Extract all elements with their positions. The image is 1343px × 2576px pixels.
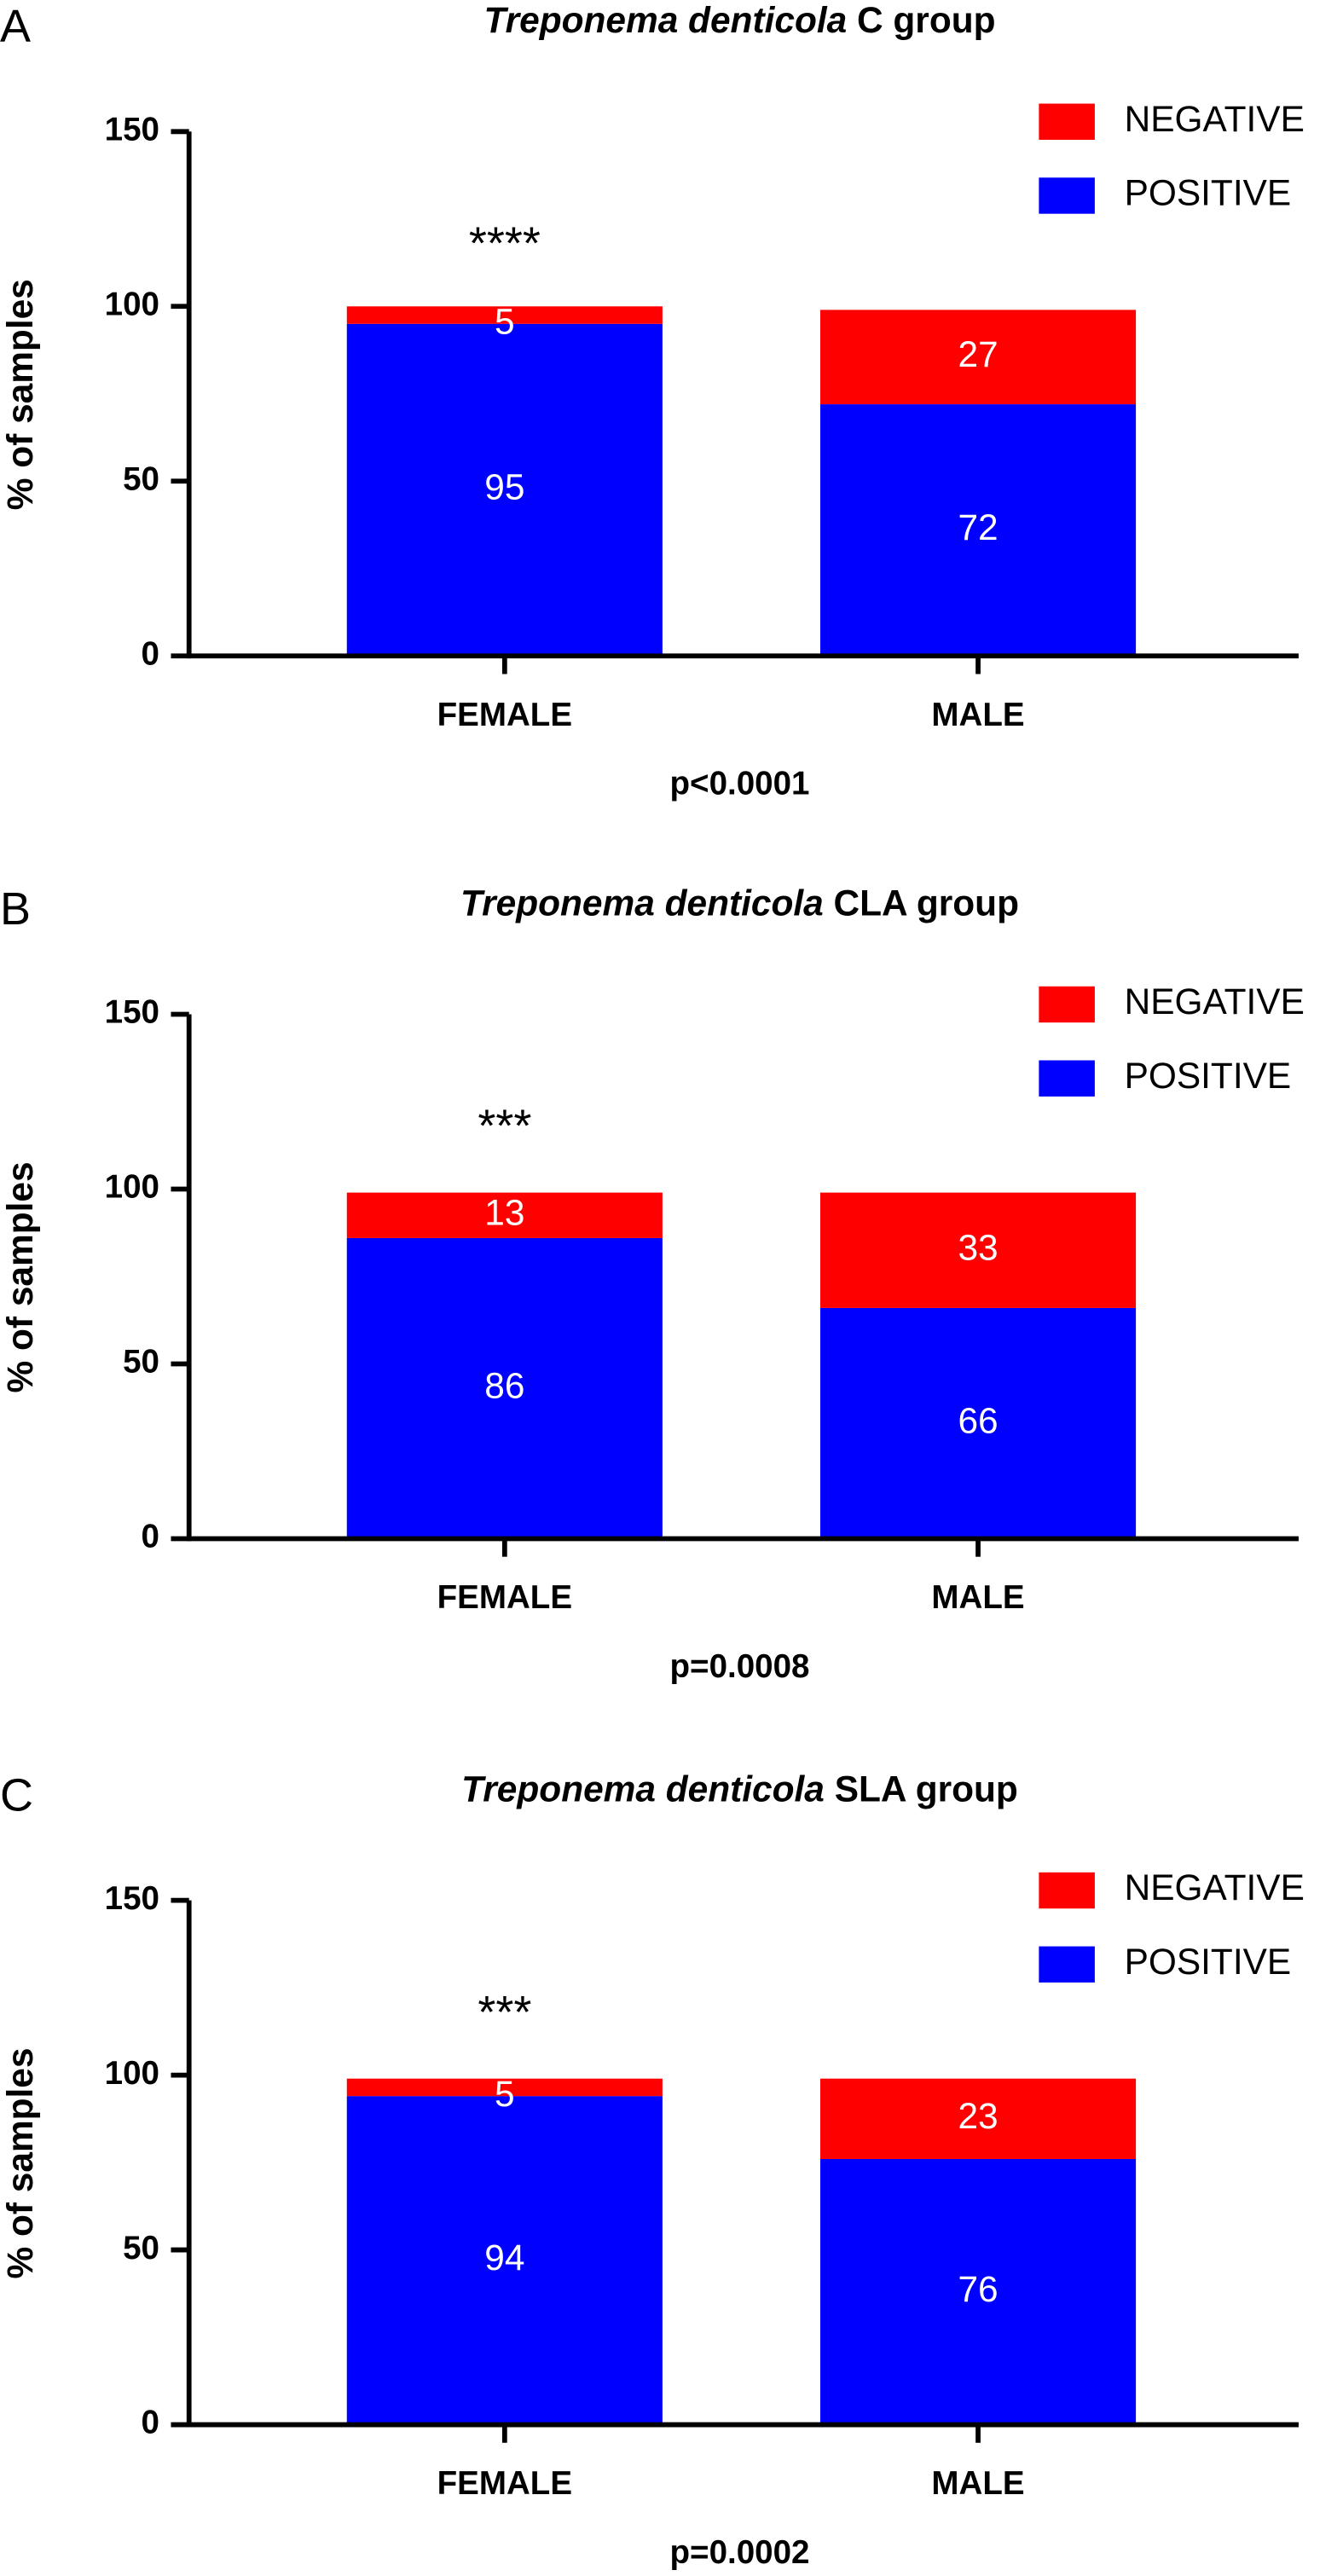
panel-label: B (0, 883, 31, 935)
chart-panel: B Treponema denticola CLA group % of sampl… (0, 883, 1305, 1684)
data-label: 94 (484, 2237, 524, 2278)
legend-label: POSITIVE (1125, 173, 1292, 213)
bar-segment (819, 310, 1137, 405)
y-tick-label: 0 (142, 1519, 159, 1555)
bar-segment (346, 323, 663, 657)
y-tick-label: 50 (123, 460, 159, 497)
y-axis-label: % of samples (0, 2048, 40, 2279)
x-tick-label: FEMALE (437, 1579, 572, 1616)
p-value: p<0.0001 (670, 766, 810, 802)
bar-segment (819, 2078, 1137, 2159)
chart-panel: A Treponema denticola C group % of samples… (0, 0, 1305, 802)
title-rest: CLA group (824, 883, 1019, 923)
data-label: 33 (958, 1227, 998, 1267)
panel-label: A (0, 1, 31, 52)
legend-label: NEGATIVE (1125, 99, 1305, 139)
title-species: Treponema denticola (483, 0, 847, 40)
legend-swatch (1039, 1060, 1095, 1097)
panel-label: C (0, 1769, 33, 1821)
y-tick-label: 0 (142, 635, 159, 672)
title-rest: SLA group (825, 1769, 1018, 1809)
bar-segment (819, 2158, 1137, 2425)
x-tick-label: MALE (931, 1579, 1024, 1616)
data-label: 76 (958, 2269, 998, 2309)
legend-label: NEGATIVE (1125, 1867, 1305, 1907)
chart-title: Treponema denticola C group (483, 0, 995, 40)
data-label: 27 (958, 334, 998, 374)
p-value: p=0.0008 (670, 1648, 810, 1685)
bar-segment (346, 2078, 663, 2097)
legend-swatch (1039, 986, 1095, 1023)
y-tick-label: 150 (105, 111, 159, 148)
legend-swatch (1039, 1946, 1095, 1983)
data-label: 13 (484, 1192, 524, 1232)
significance: *** (478, 1987, 531, 2038)
chart-title: Treponema denticola CLA group (460, 883, 1019, 923)
x-tick-label: MALE (931, 697, 1024, 733)
legend-label: POSITIVE (1125, 1942, 1292, 1982)
data-label: 23 (958, 2096, 998, 2136)
bar-segment (819, 404, 1137, 657)
chart-title: Treponema denticola SLA group (461, 1769, 1018, 1809)
y-tick-label: 0 (142, 2405, 159, 2441)
bar-segment (819, 1307, 1137, 1539)
y-tick-label: 100 (105, 1169, 159, 1206)
significance: **** (469, 217, 541, 269)
y-axis-label: % of samples (0, 1161, 40, 1392)
p-value: p=0.0002 (670, 2534, 810, 2571)
chart-panel: C Treponema denticola SLA group % of sampl… (0, 1769, 1305, 2571)
data-label: 5 (495, 302, 515, 342)
legend-label: NEGATIVE (1125, 981, 1305, 1022)
y-axis-label: % of samples (0, 279, 40, 510)
title-species: Treponema denticola (460, 883, 824, 923)
legend-swatch (1039, 1872, 1095, 1909)
y-tick-label: 50 (123, 2230, 159, 2266)
x-tick-label: FEMALE (437, 2465, 572, 2502)
title-species: Treponema denticola (461, 1769, 825, 1809)
data-label: 72 (958, 507, 998, 547)
significance: *** (478, 1101, 531, 1152)
bar-segment (346, 306, 663, 324)
y-tick-label: 100 (105, 2055, 159, 2092)
legend-label: POSITIVE (1125, 1056, 1292, 1096)
x-tick-label: FEMALE (437, 697, 572, 733)
data-label: 95 (484, 467, 524, 507)
bar-segment (346, 1237, 663, 1539)
data-label: 86 (484, 1365, 524, 1405)
data-label: 5 (495, 2074, 515, 2114)
y-tick-label: 100 (105, 286, 159, 322)
y-tick-label: 150 (105, 994, 159, 1031)
title-rest: C group (847, 0, 995, 40)
legend-swatch (1039, 177, 1095, 214)
y-tick-label: 50 (123, 1344, 159, 1381)
x-tick-label: MALE (931, 2465, 1024, 2502)
legend-swatch (1039, 103, 1095, 140)
bar-segment (346, 2096, 663, 2425)
y-tick-label: 150 (105, 1880, 159, 1917)
bar-segment (819, 1192, 1137, 1308)
data-label: 66 (958, 1400, 998, 1440)
bar-segment (346, 1192, 663, 1238)
